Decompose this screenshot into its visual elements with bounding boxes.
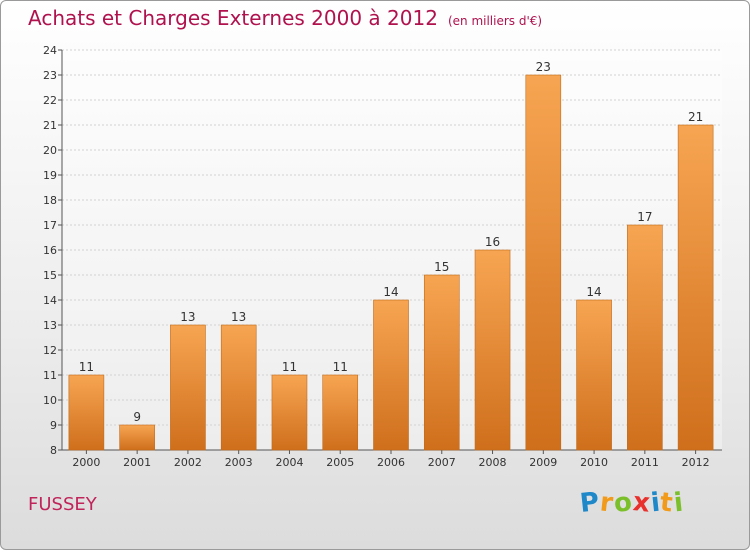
data-label: 17 [637, 210, 652, 224]
x-tick-label: 2008 [479, 456, 507, 469]
y-tick-label: 16 [43, 244, 57, 257]
bar [119, 424, 155, 451]
y-tick-label: 17 [43, 219, 57, 232]
data-label: 13 [231, 310, 246, 324]
x-tick-label: 2004 [275, 456, 303, 469]
bar [68, 374, 105, 451]
bar [220, 324, 257, 451]
bar [677, 124, 714, 451]
data-label: 21 [688, 110, 703, 124]
x-tick-label: 2005 [326, 456, 354, 469]
x-tick-label: 2001 [123, 456, 151, 469]
x-tick-label: 2011 [631, 456, 659, 469]
bars [68, 74, 714, 451]
bar [170, 324, 206, 451]
commune-name: FUSSEY [28, 494, 97, 515]
chart-title-text: Achats et Charges Externes 2000 à 2012 [28, 6, 438, 30]
y-tick-label: 21 [43, 119, 57, 132]
bar [576, 299, 612, 451]
bar [322, 374, 359, 451]
y-tick-label: 11 [43, 369, 57, 382]
y-tick-label: 14 [43, 294, 57, 307]
y-tick-label: 24 [43, 44, 57, 57]
y-tick-label: 13 [43, 319, 57, 332]
data-label: 23 [536, 60, 551, 74]
x-tick-label: 2006 [377, 456, 405, 469]
data-label: 15 [434, 260, 449, 274]
x-tick-label: 2003 [225, 456, 253, 469]
data-label: 16 [485, 235, 500, 249]
y-tick-label: 9 [50, 419, 57, 432]
x-tick-label: 2000 [72, 456, 100, 469]
data-label: 11 [333, 360, 348, 374]
bar [271, 374, 308, 451]
x-tick-label: 2010 [580, 456, 608, 469]
chart-subtitle: (en milliers d'€) [447, 14, 543, 28]
bar [373, 299, 409, 451]
x-tick-label: 2009 [529, 456, 557, 469]
chart-title: Achats et Charges Externes 2000 à 2012 (e… [28, 6, 542, 30]
bar [423, 274, 460, 451]
bar [474, 249, 511, 451]
proxiti-logo: Proxiti [578, 487, 686, 519]
y-tick-label: 22 [43, 94, 57, 107]
data-label: 13 [180, 310, 195, 324]
y-tick-label: 23 [43, 69, 57, 82]
y-tick-label: 19 [43, 169, 57, 182]
y-tick-label: 12 [43, 344, 57, 357]
labels: 8 9 10 11 12 13 14 15 16 17 18 19 20 21 22 23 24 11 2000 9 2… [43, 44, 710, 469]
x-tick-label: 2002 [174, 456, 202, 469]
y-tick-label: 8 [50, 444, 57, 457]
data-label: 14 [383, 285, 398, 299]
data-label: 11 [79, 360, 94, 374]
x-tick-label: 2012 [682, 456, 710, 469]
y-tick-label: 10 [43, 394, 57, 407]
data-label: 11 [282, 360, 297, 374]
bar [627, 224, 663, 451]
bar [525, 74, 562, 451]
y-tick-label: 15 [43, 269, 57, 282]
data-label: 9 [133, 410, 141, 424]
logo-letter: i [672, 487, 686, 519]
x-tick-label: 2007 [428, 456, 456, 469]
data-label: 14 [586, 285, 601, 299]
y-tick-label: 18 [43, 194, 57, 207]
y-tick-label: 20 [43, 144, 57, 157]
